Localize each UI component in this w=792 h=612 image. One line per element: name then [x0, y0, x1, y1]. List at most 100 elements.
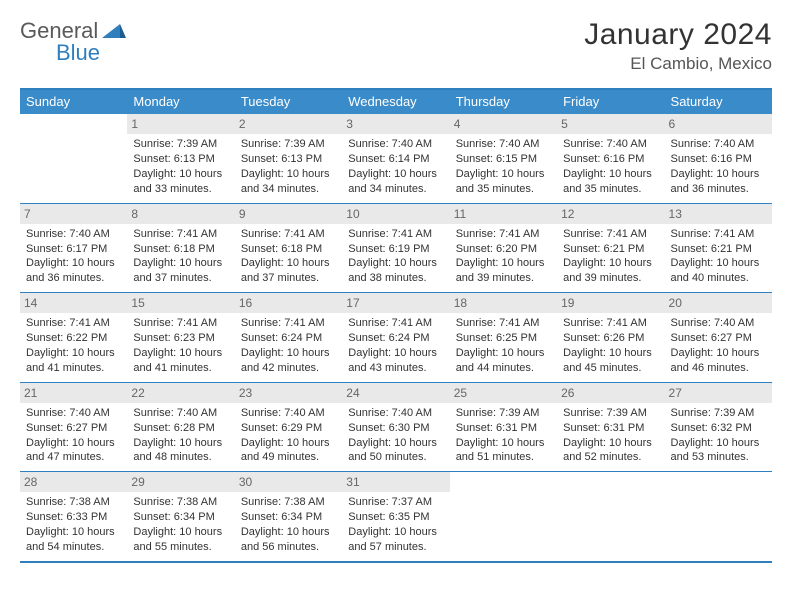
- sunset-line: Sunset: 6:17 PM: [24, 242, 123, 257]
- daylight-line-2: and 33 minutes.: [131, 182, 230, 197]
- day-cell: 10Sunrise: 7:41 AMSunset: 6:19 PMDayligh…: [342, 204, 449, 293]
- daylight-line-2: and 34 minutes.: [239, 182, 338, 197]
- weekday-friday: Friday: [557, 90, 664, 114]
- daylight-line-1: Daylight: 10 hours: [239, 525, 338, 540]
- week-row: 14Sunrise: 7:41 AMSunset: 6:22 PMDayligh…: [20, 293, 772, 383]
- day-cell: .: [450, 472, 557, 561]
- daylight-line-1: Daylight: 10 hours: [24, 525, 123, 540]
- day-number: 1: [127, 114, 234, 134]
- daylight-line-1: Daylight: 10 hours: [561, 256, 660, 271]
- day-number: 16: [235, 293, 342, 313]
- day-number: 24: [342, 383, 449, 403]
- day-number: 13: [665, 204, 772, 224]
- day-number: 6: [665, 114, 772, 134]
- sunset-line: Sunset: 6:34 PM: [239, 510, 338, 525]
- sunset-line: Sunset: 6:29 PM: [239, 421, 338, 436]
- sunset-line: Sunset: 6:18 PM: [131, 242, 230, 257]
- daylight-line-2: and 43 minutes.: [346, 361, 445, 376]
- logo-triangle-icon: [102, 22, 126, 40]
- sunrise-line: Sunrise: 7:41 AM: [239, 227, 338, 242]
- daylight-line-1: Daylight: 10 hours: [454, 346, 553, 361]
- sunrise-line: Sunrise: 7:38 AM: [24, 495, 123, 510]
- sunrise-line: Sunrise: 7:39 AM: [239, 137, 338, 152]
- sunset-line: Sunset: 6:22 PM: [24, 331, 123, 346]
- day-number: 10: [342, 204, 449, 224]
- daylight-line-2: and 48 minutes.: [131, 450, 230, 465]
- day-cell: 21Sunrise: 7:40 AMSunset: 6:27 PMDayligh…: [20, 383, 127, 472]
- daylight-line-2: and 36 minutes.: [24, 271, 123, 286]
- sunset-line: Sunset: 6:16 PM: [669, 152, 768, 167]
- daylight-line-1: Daylight: 10 hours: [239, 436, 338, 451]
- day-number: 7: [20, 204, 127, 224]
- sunset-line: Sunset: 6:24 PM: [346, 331, 445, 346]
- daylight-line-2: and 41 minutes.: [131, 361, 230, 376]
- day-cell: .: [20, 114, 127, 203]
- daylight-line-2: and 51 minutes.: [454, 450, 553, 465]
- logo-text-blue: Blue: [56, 40, 100, 66]
- day-cell: 5Sunrise: 7:40 AMSunset: 6:16 PMDaylight…: [557, 114, 664, 203]
- sunset-line: Sunset: 6:24 PM: [239, 331, 338, 346]
- daylight-line-1: Daylight: 10 hours: [239, 256, 338, 271]
- day-cell: 20Sunrise: 7:40 AMSunset: 6:27 PMDayligh…: [665, 293, 772, 382]
- sunset-line: Sunset: 6:19 PM: [346, 242, 445, 257]
- weekday-thursday: Thursday: [450, 90, 557, 114]
- day-cell: 2Sunrise: 7:39 AMSunset: 6:13 PMDaylight…: [235, 114, 342, 203]
- daylight-line-2: and 57 minutes.: [346, 540, 445, 555]
- day-number: 3: [342, 114, 449, 134]
- day-number: 11: [450, 204, 557, 224]
- calendar: Sunday Monday Tuesday Wednesday Thursday…: [20, 88, 772, 563]
- daylight-line-1: Daylight: 10 hours: [131, 167, 230, 182]
- daylight-line-1: Daylight: 10 hours: [131, 436, 230, 451]
- daylight-line-2: and 40 minutes.: [669, 271, 768, 286]
- sunset-line: Sunset: 6:18 PM: [239, 242, 338, 257]
- day-cell: 18Sunrise: 7:41 AMSunset: 6:25 PMDayligh…: [450, 293, 557, 382]
- week-row: .1 Sunrise: 7:39 AM Sunset: 6:13 PMDayligh…: [20, 114, 772, 204]
- daylight-line-1: Daylight: 10 hours: [454, 256, 553, 271]
- day-cell: 22Sunrise: 7:40 AMSunset: 6:28 PMDayligh…: [127, 383, 234, 472]
- day-cell: 29Sunrise: 7:38 AMSunset: 6:34 PMDayligh…: [127, 472, 234, 561]
- sunset-line: Sunset: 6:30 PM: [346, 421, 445, 436]
- daylight-line-1: Daylight: 10 hours: [346, 346, 445, 361]
- sunset-line: Sunset: 6:28 PM: [131, 421, 230, 436]
- day-cell: 8Sunrise: 7:41 AMSunset: 6:18 PMDaylight…: [127, 204, 234, 293]
- weekday-monday: Monday: [127, 90, 234, 114]
- daylight-line-2: and 55 minutes.: [131, 540, 230, 555]
- sunrise-line: Sunrise: 7:41 AM: [561, 316, 660, 331]
- daylight-line-1: Daylight: 10 hours: [561, 436, 660, 451]
- sunset-line: Sunset: 6:23 PM: [131, 331, 230, 346]
- sunset-line: Sunset: 6:25 PM: [454, 331, 553, 346]
- day-cell: 26Sunrise: 7:39 AMSunset: 6:31 PMDayligh…: [557, 383, 664, 472]
- daylight-line-2: and 42 minutes.: [239, 361, 338, 376]
- daylight-line-1: Daylight: 10 hours: [454, 436, 553, 451]
- daylight-line-1: Daylight: 10 hours: [346, 256, 445, 271]
- daylight-line-2: and 36 minutes.: [669, 182, 768, 197]
- day-number: 23: [235, 383, 342, 403]
- sunrise-line: Sunrise: 7:40 AM: [24, 406, 123, 421]
- daylight-line-1: Daylight: 10 hours: [24, 436, 123, 451]
- sunset-line: Sunset: 6:20 PM: [454, 242, 553, 257]
- sunrise-line: Sunrise: 7:40 AM: [131, 406, 230, 421]
- daylight-line-1: Daylight: 10 hours: [561, 346, 660, 361]
- day-number: 28: [20, 472, 127, 492]
- daylight-line-2: and 41 minutes.: [24, 361, 123, 376]
- week-row: 28Sunrise: 7:38 AMSunset: 6:33 PMDayligh…: [20, 472, 772, 563]
- logo: General Blue: [20, 18, 126, 44]
- day-cell: 27Sunrise: 7:39 AMSunset: 6:32 PMDayligh…: [665, 383, 772, 472]
- sunrise-line: Sunrise: 7:41 AM: [669, 227, 768, 242]
- day-cell: 4Sunrise: 7:40 AMSunset: 6:15 PMDaylight…: [450, 114, 557, 203]
- day-number: 19: [557, 293, 664, 313]
- sunrise-line: Sunrise: 7:40 AM: [346, 406, 445, 421]
- day-cell: 25Sunrise: 7:39 AMSunset: 6:31 PMDayligh…: [450, 383, 557, 472]
- day-cell: 23Sunrise: 7:40 AMSunset: 6:29 PMDayligh…: [235, 383, 342, 472]
- daylight-line-2: and 49 minutes.: [239, 450, 338, 465]
- day-number: 30: [235, 472, 342, 492]
- day-number: 4: [450, 114, 557, 134]
- daylight-line-2: and 38 minutes.: [346, 271, 445, 286]
- sunrise-line: Sunrise: 7:40 AM: [561, 137, 660, 152]
- daylight-line-2: and 35 minutes.: [454, 182, 553, 197]
- daylight-line-1: Daylight: 10 hours: [131, 256, 230, 271]
- daylight-line-2: and 35 minutes.: [561, 182, 660, 197]
- sunset-line: Sunset: 6:13 PM: [131, 152, 230, 167]
- sunset-line: Sunset: 6:33 PM: [24, 510, 123, 525]
- weekday-saturday: Saturday: [665, 90, 772, 114]
